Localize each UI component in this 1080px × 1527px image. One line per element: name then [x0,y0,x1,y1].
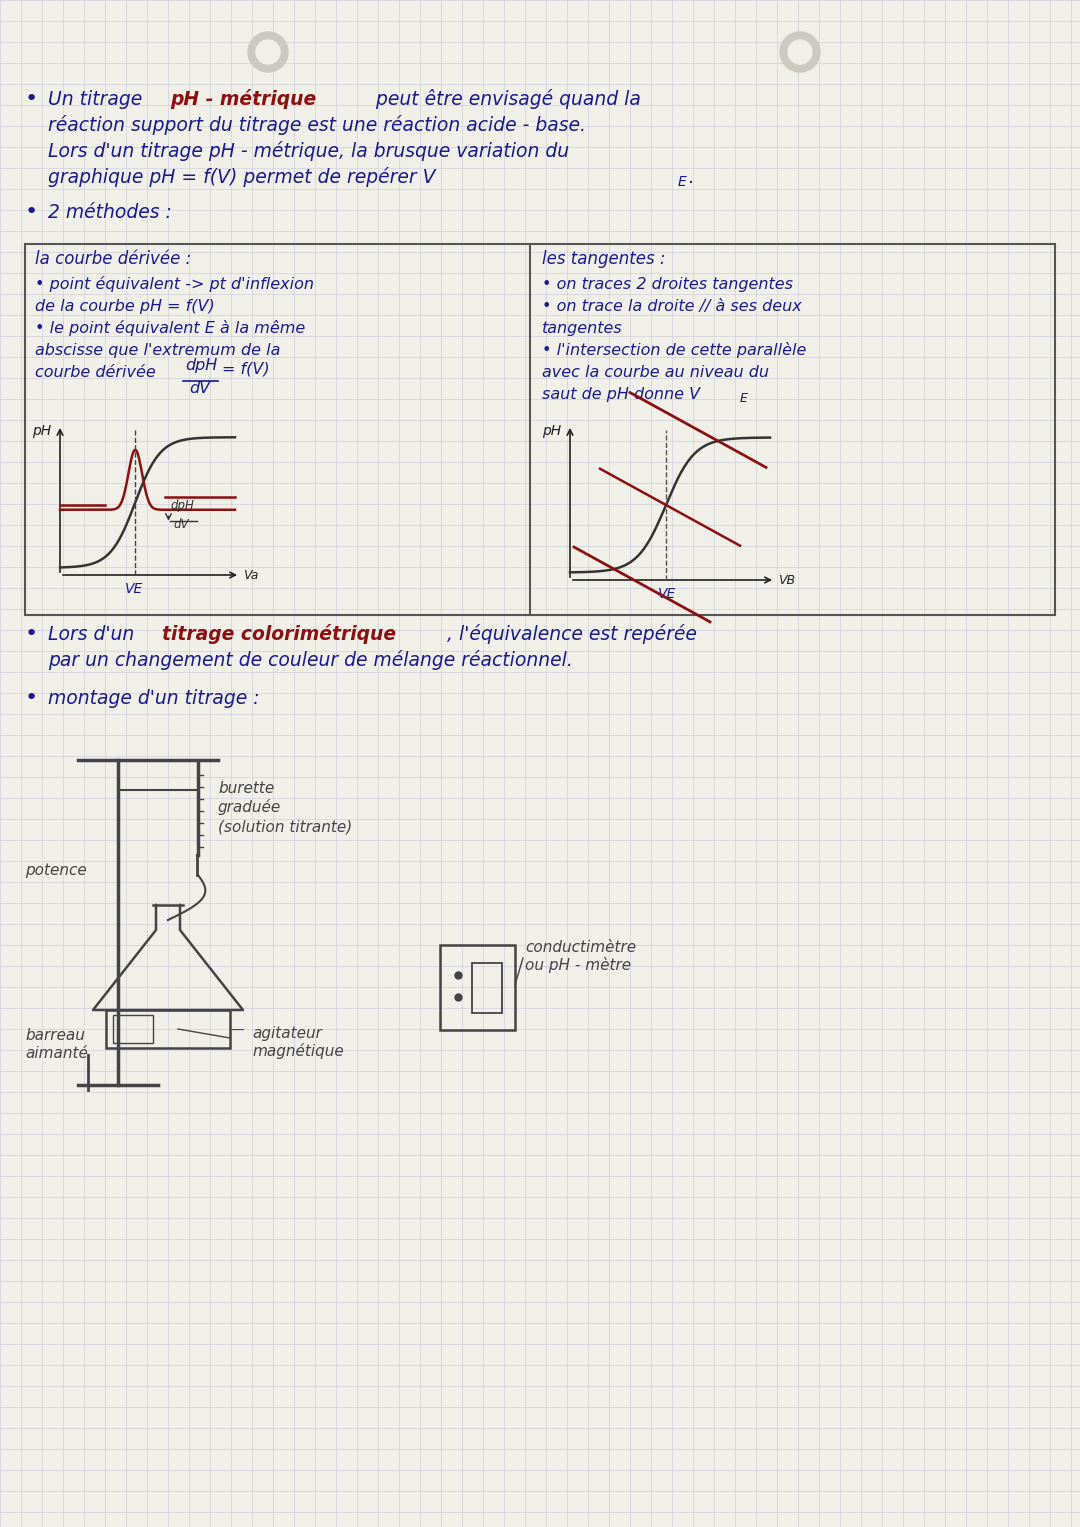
Text: E: E [740,392,747,405]
Text: de la courbe pH = f(V): de la courbe pH = f(V) [35,299,215,315]
Text: —: — [230,1025,244,1038]
Text: •: • [25,625,38,644]
Text: 2 méthodes :: 2 méthodes : [48,203,172,221]
Circle shape [248,32,288,72]
Text: agitateur: agitateur [252,1026,322,1041]
Text: saut de pH donne V: saut de pH donne V [542,386,700,402]
Text: pH: pH [542,425,562,438]
Text: titrage colorimétrique: titrage colorimétrique [162,625,396,644]
Circle shape [788,40,812,64]
Text: pH: pH [32,425,51,438]
Text: Un titrage: Un titrage [48,90,148,108]
Circle shape [256,40,280,64]
Text: E: E [678,176,687,189]
Text: .: . [688,168,693,186]
Text: • on traces 2 droites tangentes: • on traces 2 droites tangentes [542,276,793,292]
Bar [25,244,1055,615]
Text: conductimètre: conductimètre [525,941,636,954]
Text: dV: dV [189,382,211,395]
Bar [472,964,502,1012]
Text: pH - métrique: pH - métrique [170,89,316,108]
Text: potence: potence [25,863,86,878]
Bar [440,945,515,1031]
Text: • le point équivalent E à la même: • le point équivalent E à la même [35,321,306,336]
Text: •: • [25,89,38,108]
Text: VE: VE [658,586,676,602]
Text: magnétique: magnétique [252,1043,343,1060]
Text: •: • [25,202,38,221]
Text: courbe dérivée: courbe dérivée [35,365,156,380]
Text: Lors d'un: Lors d'un [48,625,140,644]
Text: • l'intersection de cette parallèle: • l'intersection de cette parallèle [542,342,807,357]
Text: Va: Va [243,570,258,582]
Text: aimanté: aimanté [25,1046,87,1061]
Bar [113,1015,153,1043]
Text: • point équivalent -> pt d'inflexion: • point équivalent -> pt d'inflexion [35,276,314,292]
Text: , l'équivalence est repérée: , l'équivalence est repérée [447,625,697,644]
Text: réaction support du titrage est une réaction acide - base.: réaction support du titrage est une réac… [48,115,586,134]
Text: dpH: dpH [185,357,217,373]
Text: VB: VB [778,574,795,586]
Text: barreau: barreau [25,1028,85,1043]
Text: graduée: graduée [218,799,281,815]
Text: dpH: dpH [171,499,194,513]
Circle shape [780,32,820,72]
Text: ou pH - mètre: ou pH - mètre [525,957,631,973]
Text: burette: burette [218,780,274,796]
Text: = f(V): = f(V) [222,362,270,377]
Text: avec la courbe au niveau du: avec la courbe au niveau du [542,365,769,380]
Text: •: • [25,689,38,709]
Text: graphique pH = f(V) permet de repérer V: graphique pH = f(V) permet de repérer V [48,166,435,186]
Text: les tangentes :: les tangentes : [542,250,665,269]
Text: Lors d'un titrage pH - métrique, la brusque variation du: Lors d'un titrage pH - métrique, la brus… [48,140,569,160]
Text: la courbe dérivée :: la courbe dérivée : [35,250,191,269]
Text: VE: VE [125,582,144,596]
Text: par un changement de couleur de mélange réactionnel.: par un changement de couleur de mélange … [48,651,572,670]
Text: tangentes: tangentes [542,321,623,336]
Text: (solution titrante): (solution titrante) [218,818,352,834]
Text: abscisse que l'extremum de la: abscisse que l'extremum de la [35,344,281,357]
Text: dV: dV [174,518,189,530]
Bar [106,1009,230,1048]
Text: • on trace la droite // à ses deux: • on trace la droite // à ses deux [542,299,801,315]
Text: peut être envisagé quand la: peut être envisagé quand la [370,89,640,108]
Text: montage d'un titrage :: montage d'un titrage : [48,689,259,709]
